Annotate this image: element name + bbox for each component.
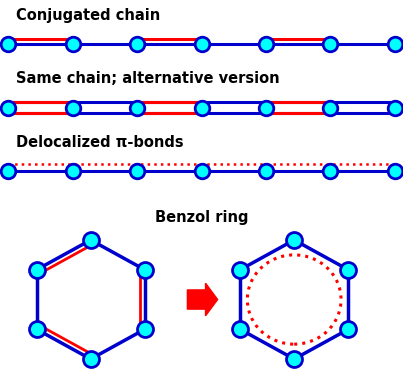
Point [87, 237, 94, 243]
Point [345, 326, 351, 333]
Point [392, 168, 398, 174]
Point [291, 356, 297, 362]
Text: Delocalized π-bonds: Delocalized π-bonds [16, 135, 184, 150]
Point [141, 266, 148, 273]
Text: Same chain; alternative version: Same chain; alternative version [16, 71, 280, 86]
Point [198, 104, 205, 111]
Point [263, 104, 269, 111]
Point [134, 104, 140, 111]
FancyArrow shape [187, 283, 218, 316]
Point [345, 266, 351, 273]
Text: Conjugated chain: Conjugated chain [16, 8, 160, 23]
Point [392, 41, 398, 47]
Point [141, 326, 148, 333]
Point [392, 104, 398, 111]
Point [5, 104, 11, 111]
Point [5, 168, 11, 174]
Point [263, 41, 269, 47]
Point [327, 41, 334, 47]
Point [327, 168, 334, 174]
Point [69, 104, 76, 111]
Point [237, 266, 243, 273]
Point [198, 168, 205, 174]
Point [237, 326, 243, 333]
Point [134, 168, 140, 174]
Point [263, 168, 269, 174]
Point [134, 41, 140, 47]
Point [291, 237, 297, 243]
Text: Benzol ring: Benzol ring [155, 210, 248, 225]
Point [198, 41, 205, 47]
Point [33, 326, 40, 333]
Point [33, 266, 40, 273]
Point [5, 41, 11, 47]
Point [69, 168, 76, 174]
Point [327, 104, 334, 111]
Point [87, 356, 94, 362]
Point [69, 41, 76, 47]
